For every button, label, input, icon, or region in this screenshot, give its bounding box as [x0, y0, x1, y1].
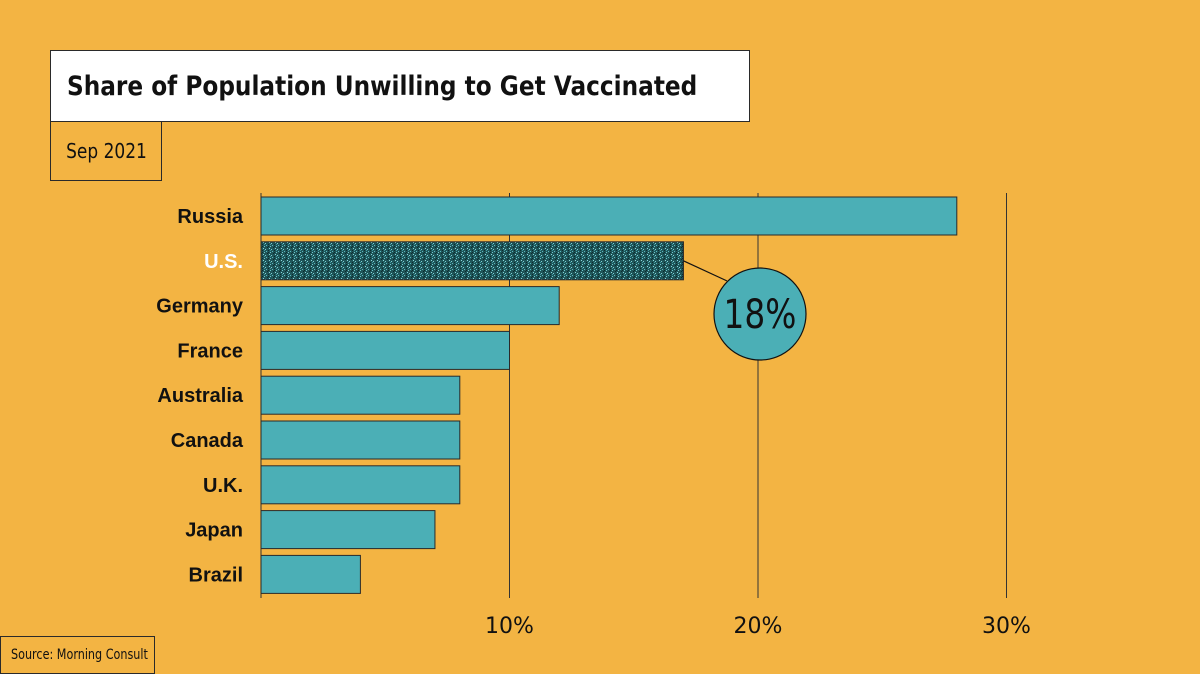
- bar: [260, 286, 560, 326]
- bar: [260, 420, 461, 460]
- bar-highlight: [260, 241, 684, 281]
- source-box: Source: Morning Consult: [0, 636, 155, 674]
- callout-circle: [713, 267, 807, 361]
- category-label: Australia: [157, 385, 243, 407]
- date-label: Sep 2021: [65, 139, 147, 163]
- category-label: Japan: [185, 520, 243, 542]
- date-box: Sep 2021: [50, 121, 162, 181]
- category-label: Germany: [156, 296, 244, 318]
- bar: [260, 465, 461, 505]
- category-label: U.K.: [203, 475, 243, 497]
- source-label: Source: Morning Consult: [11, 647, 148, 663]
- callout-leader: [683, 260, 728, 282]
- x-tick-label: 30%: [982, 614, 1031, 639]
- bar: [260, 196, 958, 236]
- x-tick-label: 20%: [734, 614, 783, 639]
- bar: [260, 510, 436, 550]
- callout-value: 18%: [724, 291, 797, 338]
- bar: [260, 554, 361, 594]
- category-label: Russia: [177, 206, 243, 228]
- category-label: France: [177, 340, 243, 362]
- chart-title-box: Share of Population Unwilling to Get Vac…: [50, 50, 750, 122]
- category-label: Canada: [171, 430, 244, 452]
- x-tick-label: 10%: [485, 614, 534, 639]
- bar: [260, 330, 510, 370]
- chart-title: Share of Population Unwilling to Get Vac…: [67, 70, 698, 102]
- bar: [260, 375, 461, 415]
- category-label: Brazil: [189, 564, 243, 586]
- category-label: U.S.: [204, 251, 243, 273]
